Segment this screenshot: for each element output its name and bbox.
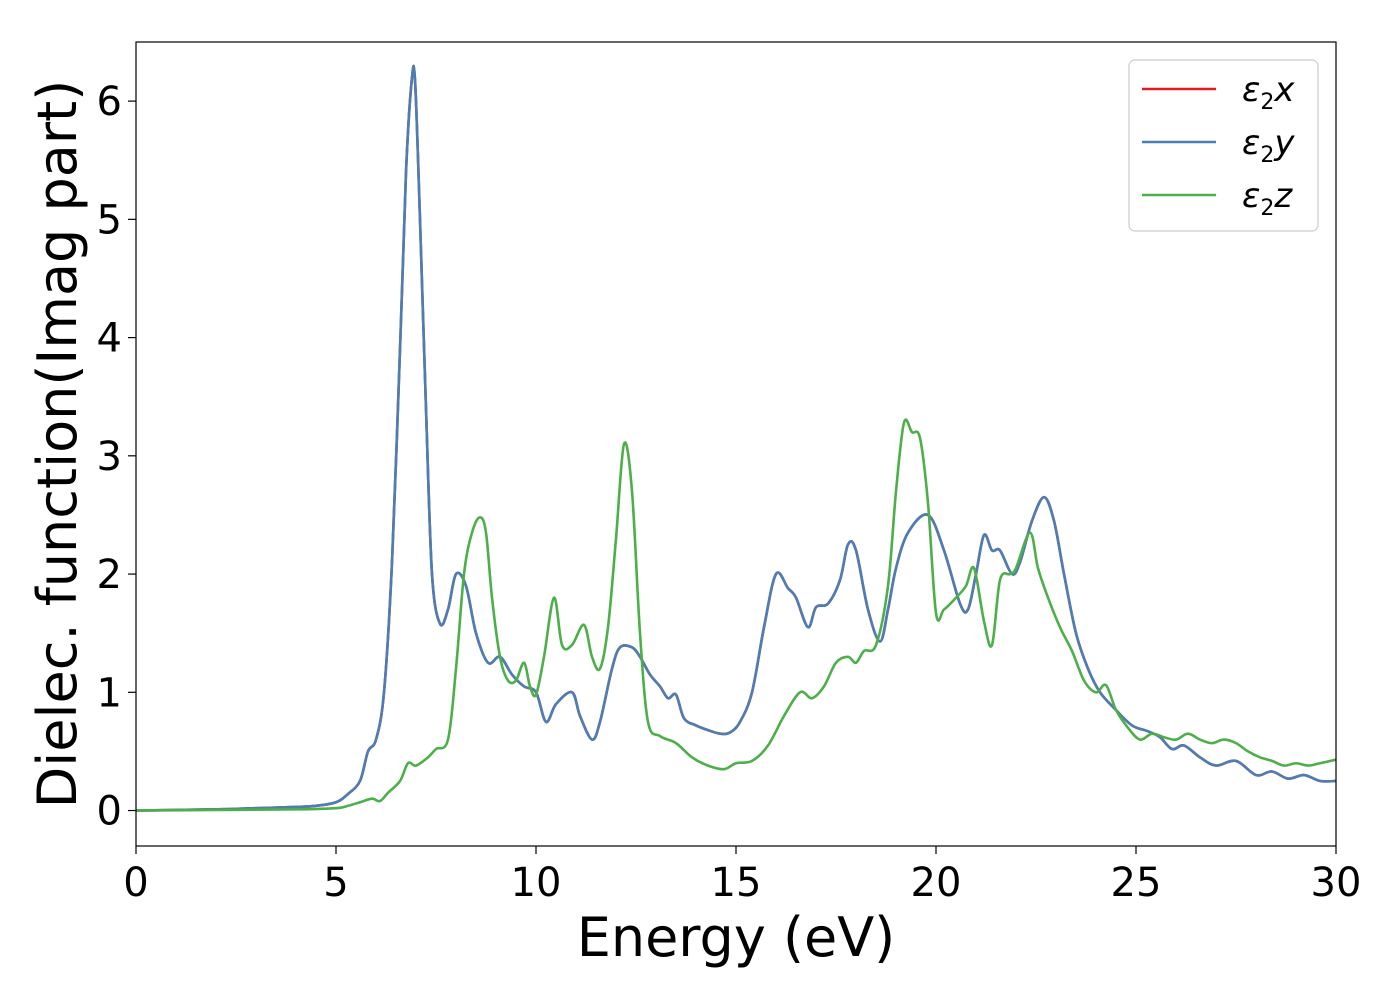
x-axis-title: Energy (eV) bbox=[577, 906, 896, 969]
legend-box bbox=[1128, 59, 1319, 232]
y-axis-title: Dielec. function(Imag part) bbox=[26, 80, 89, 809]
x-axis: 0 5 10 15 20 25 30 bbox=[123, 846, 1361, 906]
x-tick-label: 10 bbox=[511, 860, 562, 906]
y-tick-label: 4 bbox=[97, 316, 122, 362]
y-axis: 0 1 2 3 4 5 6 bbox=[97, 79, 136, 835]
y-tick-label: 5 bbox=[97, 197, 122, 243]
x-tick-label: 30 bbox=[1311, 860, 1362, 906]
legend-label-z: ε2z bbox=[1242, 176, 1293, 221]
x-tick-label: 5 bbox=[323, 860, 348, 906]
x-tick-label: 25 bbox=[1111, 860, 1162, 906]
legend-label-y: ε2y bbox=[1242, 123, 1295, 168]
y-tick-label: 6 bbox=[97, 79, 122, 125]
series-layer bbox=[136, 64, 1336, 812]
legend: ε2x ε2y ε2z bbox=[1128, 59, 1319, 232]
x-tick-label: 20 bbox=[911, 860, 962, 906]
x-tick-label: 15 bbox=[711, 860, 762, 906]
y-tick-label: 3 bbox=[97, 434, 122, 480]
y-tick-label: 0 bbox=[97, 789, 122, 835]
x-tick-label: 0 bbox=[123, 860, 148, 906]
y-tick-label: 2 bbox=[97, 552, 122, 598]
series-line-z bbox=[136, 418, 1336, 812]
series-line-y bbox=[136, 64, 1336, 812]
y-tick-label: 1 bbox=[97, 670, 122, 716]
legend-label-x: ε2x bbox=[1242, 70, 1295, 115]
